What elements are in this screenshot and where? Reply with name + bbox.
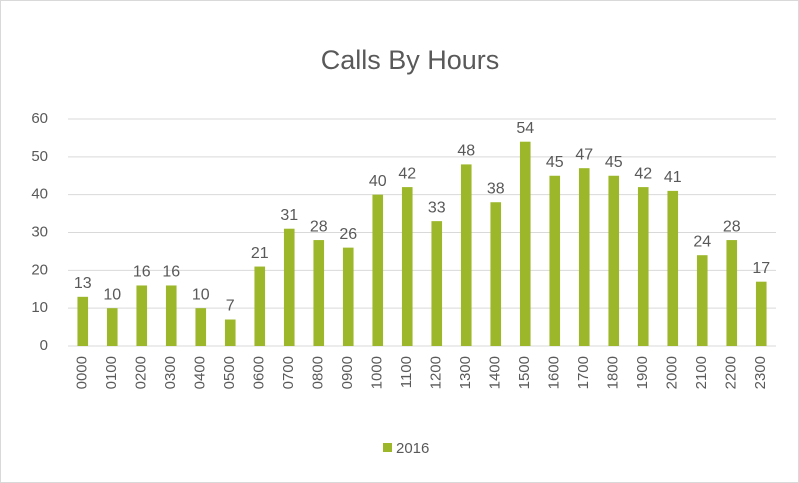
data-label: 31	[280, 207, 298, 224]
data-label: 28	[723, 218, 741, 235]
bar	[106, 308, 118, 346]
data-label: 13	[74, 275, 92, 292]
data-label: 17	[752, 260, 770, 277]
x-tick-label: 0700	[280, 356, 297, 389]
data-label: 38	[487, 180, 505, 197]
legend-swatch	[383, 443, 392, 452]
data-label: 33	[428, 199, 446, 216]
data-label: 45	[605, 154, 623, 171]
x-tick-label: 1800	[605, 356, 622, 389]
data-label: 40	[369, 173, 387, 190]
data-label: 26	[339, 226, 357, 243]
bar	[637, 187, 649, 346]
data-label: 16	[133, 264, 151, 281]
bar	[490, 202, 502, 346]
y-tick-label: 60	[31, 110, 48, 127]
bar	[608, 175, 620, 346]
x-tick-label: 1000	[369, 356, 386, 389]
bar	[313, 240, 325, 346]
bar	[372, 194, 384, 346]
chart-title: Calls By Hours	[321, 45, 500, 75]
x-tick-label: 2300	[752, 356, 769, 389]
y-tick-label: 40	[31, 186, 48, 203]
x-tick-label: 2100	[693, 356, 710, 389]
data-label: 41	[664, 169, 682, 186]
bar	[519, 141, 531, 346]
bar	[667, 190, 679, 346]
data-label: 16	[162, 264, 180, 281]
x-tick-label: 0200	[133, 356, 150, 389]
data-label: 28	[310, 218, 328, 235]
data-label: 45	[546, 154, 564, 171]
bar	[401, 187, 413, 346]
x-tick-label: 0500	[221, 356, 238, 389]
bar	[342, 247, 354, 346]
x-tick-label: 0900	[339, 356, 356, 389]
data-label: 10	[192, 286, 210, 303]
x-tick-label: 1100	[398, 356, 415, 388]
bar	[755, 281, 767, 346]
bar	[254, 266, 266, 346]
x-tick-label: 1300	[457, 356, 474, 389]
bar	[696, 255, 708, 346]
x-tick-label: 1600	[546, 356, 563, 389]
y-tick-label: 30	[31, 223, 48, 240]
data-label: 54	[516, 120, 534, 137]
data-label: 42	[634, 165, 652, 182]
data-label: 47	[575, 146, 593, 163]
bar	[195, 308, 207, 346]
data-label: 7	[226, 298, 235, 315]
bar	[578, 168, 590, 346]
x-tick-label: 1700	[575, 356, 592, 389]
x-tick-label: 0100	[103, 356, 120, 389]
bar	[165, 285, 177, 346]
bar	[77, 296, 89, 346]
y-tick-label: 20	[31, 261, 48, 278]
x-tick-label: 1900	[634, 356, 651, 389]
x-tick-label: 2200	[723, 356, 740, 389]
bar	[431, 221, 443, 346]
bar	[726, 240, 738, 346]
y-tick-label: 50	[31, 148, 48, 165]
x-tick-label: 1400	[487, 356, 504, 389]
bar	[283, 228, 295, 346]
x-tick-label: 0600	[251, 356, 268, 389]
bar	[224, 319, 236, 346]
bar	[549, 175, 561, 346]
bar	[460, 164, 472, 346]
x-tick-label: 1500	[516, 356, 533, 389]
data-label: 21	[251, 245, 269, 262]
data-label: 10	[103, 286, 121, 303]
x-tick-label: 2000	[664, 356, 681, 389]
y-tick-label: 0	[40, 337, 48, 354]
x-tick-label: 1200	[428, 356, 445, 389]
bar	[136, 285, 148, 346]
data-label: 48	[457, 143, 475, 160]
y-tick-label: 10	[31, 299, 48, 316]
legend-label: 2016	[396, 440, 429, 457]
x-tick-label: 0300	[162, 356, 179, 389]
x-tick-label: 0000	[74, 356, 91, 389]
x-tick-label: 0800	[310, 356, 327, 389]
data-label: 24	[693, 233, 711, 250]
data-label: 42	[398, 165, 416, 182]
x-tick-label: 0400	[192, 356, 209, 389]
